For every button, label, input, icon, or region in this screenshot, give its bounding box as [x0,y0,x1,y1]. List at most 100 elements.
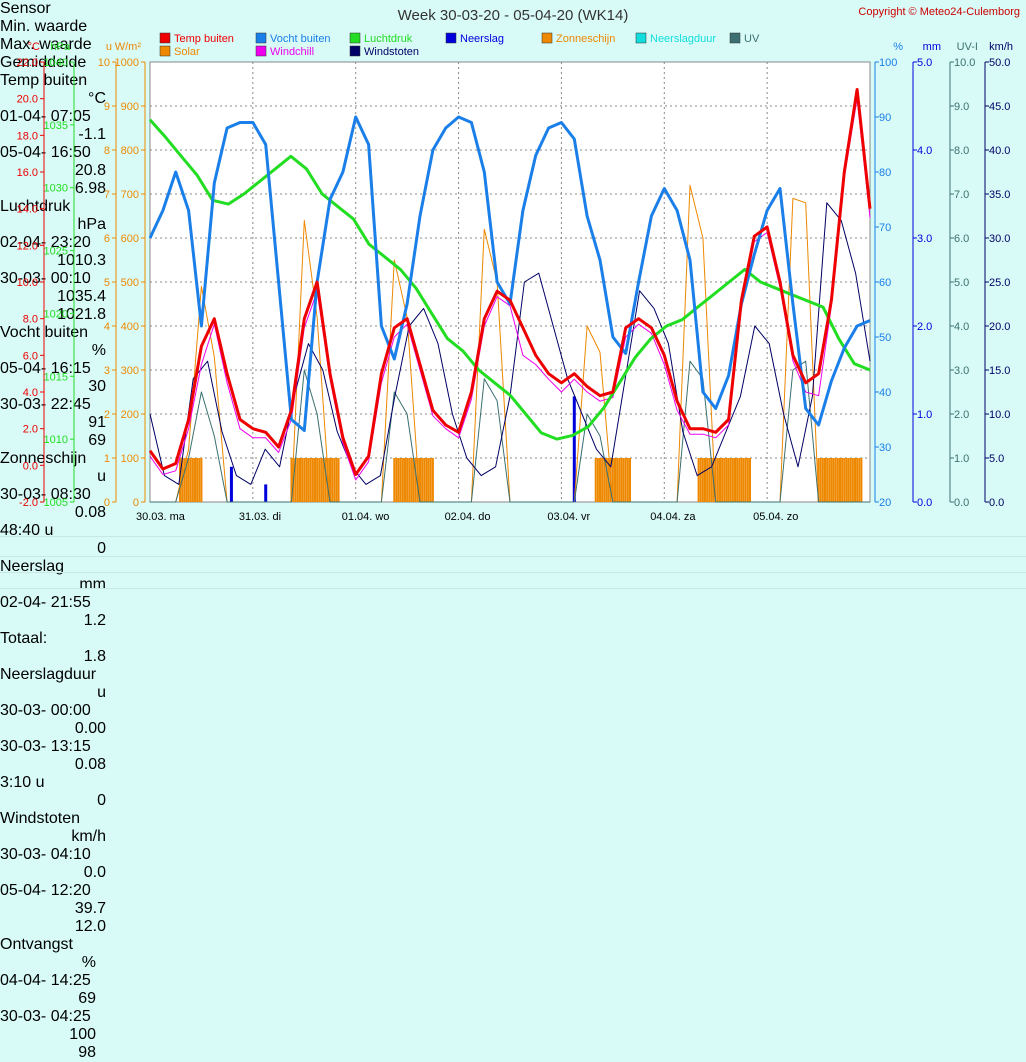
min-time: 30-03- 00:00 [0,702,91,719]
sunshine-bar [708,458,711,502]
axis-tick-label: 20.0 [989,321,1010,333]
row-min-label: Min. waarde [0,18,88,35]
table-row-divider [0,572,1026,573]
axis-tick-label: 5.0 [917,57,932,69]
min-value: 1010.3 [57,252,106,269]
axis-tick-label: 6.0 [954,233,969,245]
sunshine-bar [736,458,739,502]
sunshine-bar [290,458,293,502]
sunshine-bar [399,458,402,502]
day-label: 30.03. ma [136,511,186,523]
axis-tick-label: 40 [879,387,891,399]
sunshine-bar [596,458,599,502]
legend-label: Zonneschijn [556,33,615,45]
axis-tick-label: 15.0 [989,365,1010,377]
sunshine-bar [727,458,730,502]
right-axes: % 100 90 80 70 60 50 40 30 20 mm 5.0 4.0 3.0 2.0 1.0 0.0… [874,41,1013,509]
axis-tick-label: 10 [98,57,110,69]
sunshine-bar [198,458,201,502]
axis-tick-label: 5.0 [989,453,1004,465]
avg-value: 1.8 [83,648,106,665]
max-time: 05-04- 12:20 [0,882,91,899]
axis-tick-label: 50.0 [989,57,1010,69]
min-time: 04-04- 14:25 [0,972,91,989]
sunshine-bar [429,458,432,502]
sunshine-bar [427,458,430,502]
max-time: 30-03- 08:30 [0,486,91,503]
col-unit: % [81,954,96,971]
sunshine-bar [629,458,631,502]
axis-tick-label: 900 [121,101,139,113]
sunshine-bar [605,458,608,502]
axis-tick-label: 8.0 [954,145,969,157]
legend-label: Neerslag [460,33,504,45]
sunshine-bar [408,458,411,502]
axis-tick-label: 3.0 [954,365,969,377]
sunshine-bar [704,458,706,502]
col-header: Neerslagduur [0,666,97,683]
max-time: 30-03- 04:25 [0,1008,91,1025]
sunshine-bar [618,458,621,502]
sunshine-bar [858,458,861,502]
min-value: 0.0 [83,864,106,881]
axis-tick-label: 1035 [44,120,68,132]
table-row-divider [0,556,1026,557]
sunshine-bar [860,458,863,502]
min-time: 01-04- 07:05 [0,108,91,125]
avg-value: 69 [88,432,106,449]
axis-tick-label: 6 [104,233,110,245]
sunshine-bar [841,458,844,502]
sunshine-bar [856,458,859,502]
sunshine-bar [843,458,846,502]
avg-value: 12.0 [74,918,106,935]
axis-tick-label: 200 [121,409,139,421]
axis-unit-label: km/h [989,41,1013,53]
sunshine-bar [191,458,194,502]
axis-tick-label: 700 [121,189,139,201]
sunshine-bar [419,458,421,502]
axis-tick-label: 22.0 [17,57,38,69]
legend-swatch [349,45,361,57]
sunshine-bar [714,458,717,502]
axis-tick-label: 80 [879,167,891,179]
legend-swatch [255,45,267,57]
sunshine-bar [834,458,837,502]
axis-tick-label: 100 [879,57,897,69]
avg-value: 6.98 [74,180,106,197]
legend-label: Solar [174,46,200,58]
axis-tick-label: 14.0 [17,204,38,216]
sunshine-bar [187,458,190,502]
col-header: Ontvangst [0,936,73,953]
sunshine-bar [185,458,188,502]
axis-tick-label: 2.0 [917,321,932,333]
axis-tick-label: 6.0 [23,350,38,362]
sunshine-bar [742,458,745,502]
axis-tick-label: 1010 [44,434,68,446]
max-time: 30-03- 22:45 [0,396,91,413]
sunshine-bar [824,458,826,502]
min-value: 30 [88,378,106,395]
sunshine-bar [414,458,417,502]
col-unit: hPa [77,216,106,233]
sunshine-bar [849,458,852,502]
axis-tick-label: 1030 [44,183,68,195]
axis-tick-label: 8 [104,145,110,157]
legend-swatch [635,32,647,44]
axis-tick-label: 1015 [44,371,68,383]
sunshine-bar [826,458,829,502]
weather-chart: Week 30-03-20 - 05-04-20 (WK14) Copyrigh… [17,6,1020,523]
legend-swatch [159,32,171,44]
axis-tick-label: 300 [121,365,139,377]
max-value: 1035.4 [57,288,106,305]
axis-tick-label: 90 [879,112,891,124]
axis-tick-label: 0.0 [917,497,932,509]
axis-tick-label: 7.0 [954,189,969,201]
axis-tick-label: 7 [104,189,110,201]
axis-tick-label: 0 [104,497,110,509]
axis-tick-label: 1005 [44,497,68,509]
axis-tick-label: 1040 [44,57,68,69]
sunshine-bar [721,458,724,502]
axis-tick-label: 30 [879,442,891,454]
axis-tick-label: 30.0 [989,233,1010,245]
chart-legend: Temp buiten Vocht buiten Luchtdruk Neerslag… [159,32,760,58]
